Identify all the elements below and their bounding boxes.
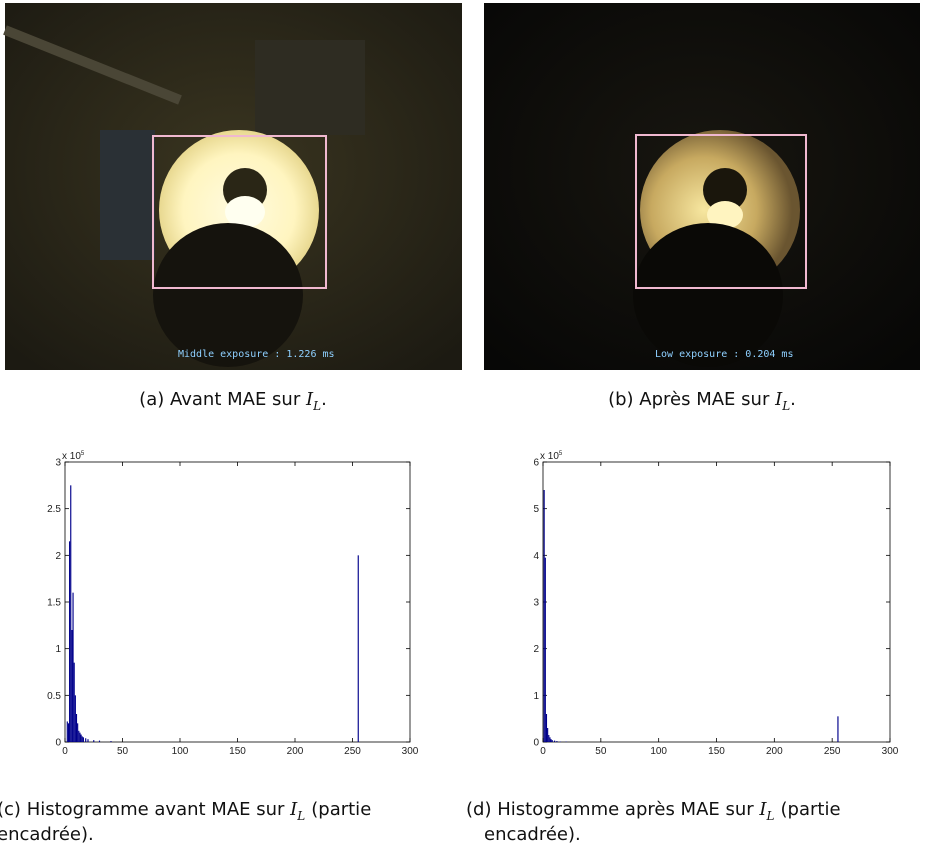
bar — [77, 723, 78, 742]
bar — [70, 485, 71, 742]
bar — [837, 716, 838, 742]
y-tick-label: 1 — [55, 644, 61, 655]
caption-end: (partie — [311, 799, 371, 820]
y-tick-label: 2 — [55, 551, 61, 562]
y-multiplier-exp: 5 — [81, 451, 85, 457]
bar — [71, 630, 72, 742]
bar — [552, 740, 553, 742]
y-tick-label: 5 — [533, 504, 539, 515]
x-tick-label: 0 — [540, 746, 546, 757]
histogram: 0 50 100 150 200 250 300 0 0.5 1 1.5 2 2.5 3 — [47, 458, 419, 758]
bar — [544, 490, 545, 742]
bar — [554, 741, 555, 742]
bar — [110, 741, 111, 742]
bar — [83, 737, 84, 742]
bar — [551, 739, 552, 742]
photo-b: Low exposure : 0.204 ms — [484, 3, 920, 370]
plot-frame — [543, 462, 890, 742]
bar — [75, 695, 76, 742]
y-multiplier-base: x 10 — [62, 451, 81, 462]
x-tick-label: 300 — [402, 746, 419, 757]
caption-subscript: L — [312, 399, 321, 413]
bar — [68, 723, 69, 742]
caption-label: (c) — [0, 799, 21, 820]
x-tick-label: 100 — [650, 746, 667, 757]
bar — [547, 728, 548, 742]
bar — [549, 737, 550, 742]
x-tick-label: 200 — [287, 746, 304, 757]
bar — [67, 721, 68, 742]
histogram: 0 50 100 150 200 250 300 0 1 2 3 4 5 6 — [533, 458, 898, 758]
caption-label: (a) — [139, 389, 164, 410]
x-tick-label: 250 — [824, 746, 841, 757]
bar — [358, 555, 359, 742]
bar — [72, 593, 73, 742]
x-tick-label: 200 — [766, 746, 783, 757]
bar — [545, 558, 546, 742]
bar — [69, 541, 70, 742]
y-tick-label: 0.5 — [47, 691, 61, 702]
caption-end: . — [321, 389, 327, 410]
y-multiplier: x 105 — [540, 451, 563, 462]
caption-line2: encadrée). — [484, 824, 581, 845]
caption: (a) Avant MAE sur IL. — [139, 389, 327, 413]
caption-text: Histogramme après MAE sur — [497, 799, 754, 820]
caption: (c) Histogramme avant MAE sur IL(partie — [0, 799, 371, 823]
x-tick-label: 300 — [882, 746, 899, 757]
bar — [79, 733, 80, 742]
caption: (b) Après MAE sur IL. — [608, 389, 796, 413]
x-tick-label: 0 — [62, 746, 68, 757]
caption-end: (partie — [781, 799, 841, 820]
bar — [548, 735, 549, 742]
y-tick-label: 3 — [55, 458, 61, 469]
y-tick-label: 4 — [533, 551, 539, 562]
y-tick-label: 0 — [55, 738, 61, 749]
bar — [74, 663, 75, 742]
photo-a: Middle exposure : 1.226 ms — [5, 3, 462, 370]
y-tick-label: 1.5 — [47, 598, 61, 609]
y-tick-label: 0 — [533, 738, 539, 749]
caption-subscript: L — [766, 809, 775, 823]
y-tick-label: 2 — [533, 644, 539, 655]
bar — [93, 740, 94, 742]
caption-label: (d) — [466, 799, 491, 820]
caption-line2: encadrée). — [0, 824, 94, 845]
figure: Middle exposure : 1.226 ms Low exposure … — [0, 0, 927, 848]
x-tick-label: 150 — [229, 746, 246, 757]
y-multiplier: x 105 — [62, 451, 85, 462]
bar — [556, 741, 557, 742]
bar — [82, 736, 83, 742]
x-tick-label: 50 — [595, 746, 607, 757]
x-tick-label: 50 — [117, 746, 129, 757]
overlay-text: Low exposure : 0.204 ms — [655, 349, 793, 360]
bar — [81, 735, 82, 742]
bar — [76, 714, 77, 742]
caption-text: Après MAE sur — [639, 389, 770, 410]
bar — [78, 731, 79, 742]
bar — [546, 714, 547, 742]
x-tick-label: 250 — [344, 746, 361, 757]
y-tick-label: 3 — [533, 598, 539, 609]
overlay-text: Middle exposure : 1.226 ms — [178, 349, 335, 360]
y-tick-label: 1 — [533, 691, 539, 702]
caption-end: . — [790, 389, 796, 410]
y-tick-label: 6 — [533, 458, 539, 469]
caption: (d) Histogramme après MAE sur IL(partie — [466, 799, 841, 823]
y-multiplier-exp: 5 — [559, 451, 563, 457]
bar — [87, 739, 88, 742]
bar — [99, 741, 100, 742]
x-tick-label: 100 — [172, 746, 189, 757]
caption-label: (b) — [608, 389, 633, 410]
caption-text: Histogramme avant MAE sur — [27, 799, 285, 820]
y-multiplier-base: x 10 — [540, 451, 559, 462]
y-tick-label: 2.5 — [47, 504, 61, 515]
caption-subscript: L — [296, 809, 305, 823]
bar — [85, 738, 86, 742]
caption-text: Avant MAE sur — [170, 389, 301, 410]
caption-subscript: L — [781, 399, 790, 413]
x-tick-label: 150 — [708, 746, 725, 757]
